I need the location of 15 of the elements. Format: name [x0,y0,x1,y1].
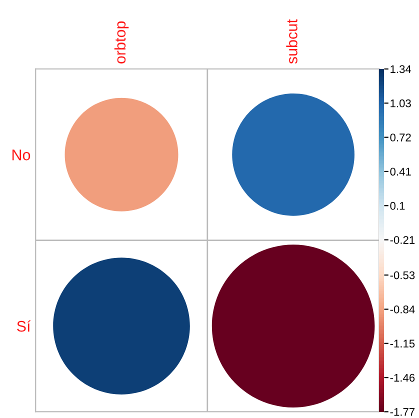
color-bar-label: 1.34 [390,65,412,74]
x-tick-label: orbtop [114,21,129,64]
x-tick-label: subcut [286,19,298,64]
y-tick-label: No [12,150,30,160]
color-bar-label: -0.84 [390,306,415,314]
color-bar-label: -1.15 [390,340,415,348]
color-bar-label: 1.03 [390,99,411,108]
color-bar-label: -1.46 [390,374,415,382]
color-bar-label: -1.77 [390,408,415,416]
color-bar-label: 0.1 [390,202,405,210]
y-tick-label: Sí [17,320,31,332]
color-bar-label: -0.21 [390,236,415,244]
color-bar-label: 0.72 [390,134,411,142]
color-bar-label: -0.53 [390,271,415,280]
color-bar-label: 0.41 [390,168,411,176]
